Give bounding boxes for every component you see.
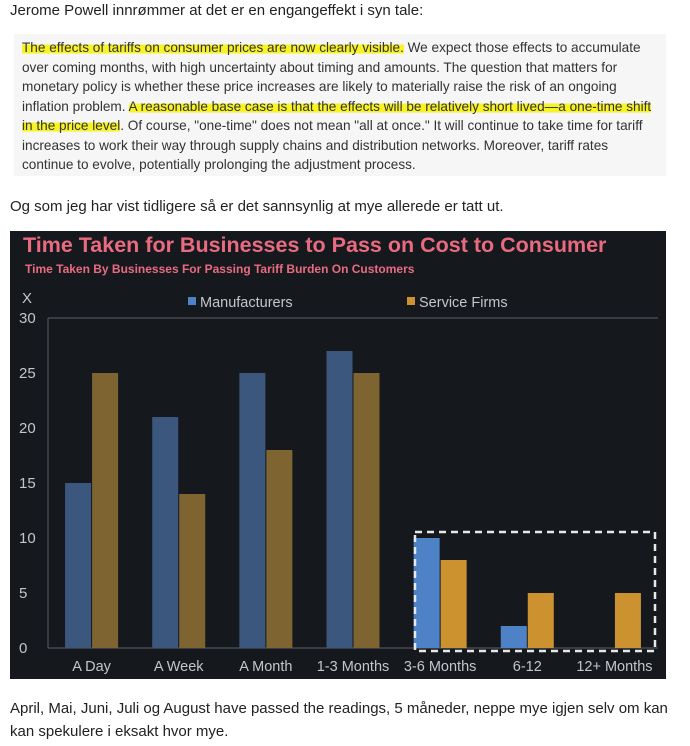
y-axis-label: X xyxy=(22,290,32,307)
bar xyxy=(326,351,353,648)
bar-chart: Time Taken for Businesses to Pass on Cos… xyxy=(19,233,658,675)
legend-swatch xyxy=(407,297,415,305)
quote-text-2: . Of course, "one-time" does not mean "a… xyxy=(22,118,643,172)
x-tick-label: 1-3 Months xyxy=(317,659,390,675)
chart-axes: 0 5 10 15 20 25 30 xyxy=(19,310,658,657)
bar xyxy=(353,373,380,648)
chart-image: Time Taken for Businesses to Pass on Cos… xyxy=(10,231,666,679)
intro-text: Jerome Powell innrømmer at det er en eng… xyxy=(10,2,424,19)
y-tick-label: 20 xyxy=(19,420,36,437)
bar xyxy=(500,626,527,648)
bar xyxy=(239,373,266,648)
powell-quote: The effects of tariffs on consumer price… xyxy=(22,38,654,175)
chart-subtitle: Time Taken By Businesses For Passing Tar… xyxy=(25,262,415,276)
chart-bars xyxy=(65,351,641,648)
y-tick-label: 15 xyxy=(19,475,36,492)
legend-swatch xyxy=(188,297,196,305)
bar xyxy=(614,593,641,648)
legend-label: Service Firms xyxy=(419,295,508,311)
bar xyxy=(440,560,467,648)
bar xyxy=(266,450,293,648)
y-tick-label: 5 xyxy=(19,585,27,602)
bar xyxy=(152,417,179,648)
x-tick-label: 3-6 Months xyxy=(404,659,477,675)
x-tick-label: A Month xyxy=(239,659,292,675)
bar xyxy=(65,483,92,648)
between-text: Og som jeg har vist tidligere så er det … xyxy=(10,198,504,215)
chart-title: Time Taken for Businesses to Pass on Cos… xyxy=(23,233,607,257)
quote-highlight-1: The effects of tariffs on consumer price… xyxy=(22,40,404,55)
x-tick-label: 6-12 xyxy=(513,659,542,675)
x-tick-label: A Day xyxy=(72,659,111,675)
outro-text: April, Mai, Juni, Juli og August have pa… xyxy=(10,700,668,740)
x-axis-labels: A Day A Week A Month 1-3 Months 3-6 Months 6-… xyxy=(72,659,652,675)
bar xyxy=(92,373,119,648)
y-tick-label: 0 xyxy=(19,640,27,657)
bar xyxy=(527,593,554,648)
y-tick-label: 25 xyxy=(19,365,36,382)
highlight-box xyxy=(413,530,657,653)
bar xyxy=(413,538,440,648)
bar xyxy=(179,494,206,648)
y-tick-label: 30 xyxy=(19,310,36,327)
legend-label: Manufacturers xyxy=(200,295,293,311)
x-tick-label: 12+ Months xyxy=(576,659,652,675)
y-tick-label: 10 xyxy=(19,530,36,547)
chart-legend: Manufacturers Service Firms xyxy=(188,295,508,311)
quote-text-1: We expect those effects to accumulate ov… xyxy=(22,40,641,114)
x-tick-label: A Week xyxy=(154,659,204,675)
